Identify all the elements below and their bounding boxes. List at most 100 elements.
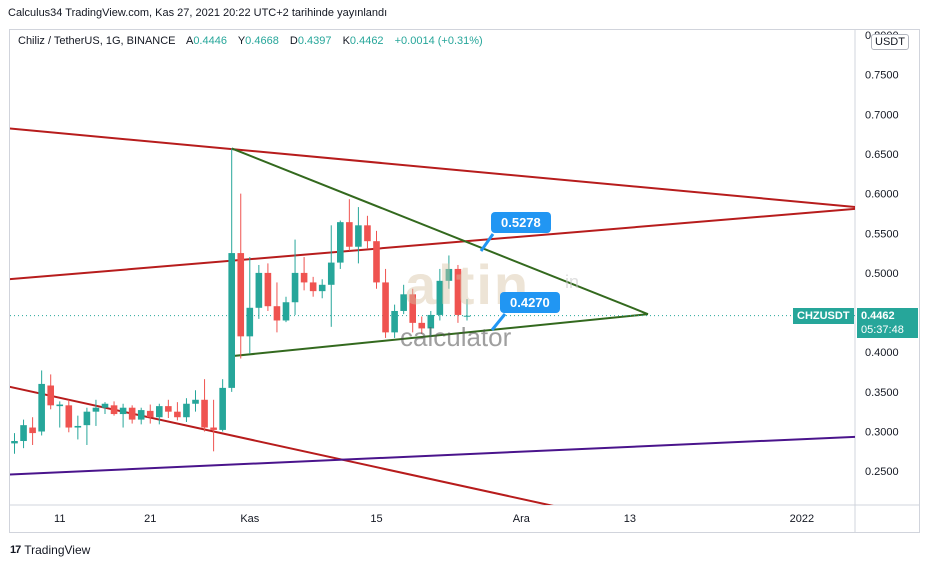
candle-body-down[interactable] xyxy=(29,427,36,434)
footer-brand-text: TradingView xyxy=(24,543,91,557)
candle-body-up[interactable] xyxy=(219,387,226,430)
candle-body-up[interactable] xyxy=(101,403,109,408)
candle-body-up[interactable] xyxy=(327,262,335,285)
y-tick-label: 0.4000 xyxy=(865,347,899,359)
trendline-lower-descending[interactable] xyxy=(0,372,558,507)
trendline-triangle-lower[interactable] xyxy=(231,313,649,358)
callout-lower-price[interactable]: 0.4270 xyxy=(500,292,560,313)
y-tick-label: 0.5500 xyxy=(865,228,899,240)
candle-body-up[interactable] xyxy=(183,403,190,418)
candle-body-down[interactable] xyxy=(237,253,245,337)
candle-body-down[interactable] xyxy=(382,282,389,333)
candle-body-up[interactable] xyxy=(291,272,299,303)
callout-upper-price[interactable]: 0.5278 xyxy=(491,212,551,233)
candle-body-down[interactable] xyxy=(128,407,136,420)
trendline-long-support[interactable] xyxy=(0,430,933,478)
trendline-channel-support[interactable] xyxy=(0,196,933,285)
y-tick-label: 0.7000 xyxy=(865,109,899,121)
candle-body-down[interactable] xyxy=(454,268,462,315)
y-tick-label: 0.3000 xyxy=(865,427,899,439)
x-tick-label: 11 xyxy=(54,513,65,525)
candle-body-up[interactable] xyxy=(38,383,45,432)
candle-body-up[interactable] xyxy=(56,404,64,407)
high-value: 0.4668 xyxy=(245,35,279,47)
y-tick-label: 0.3500 xyxy=(865,387,899,399)
candle-body-up[interactable] xyxy=(246,307,254,337)
candle-body-up[interactable] xyxy=(463,315,471,317)
y-tick-label: 0.7500 xyxy=(865,70,899,82)
candle-body-up[interactable] xyxy=(11,441,18,444)
candle-body-down[interactable] xyxy=(346,222,353,247)
y-tick-label: 0.6000 xyxy=(865,189,899,201)
callout-upper-pointer xyxy=(479,233,495,252)
ohlc-legend: Chiliz / TetherUS, 1G, BINANCE A0.4446 Y… xyxy=(18,35,483,47)
candle-body-down[interactable] xyxy=(364,225,371,242)
x-tick-label: 2022 xyxy=(790,513,814,525)
open-label: A xyxy=(185,35,194,47)
y-tick-label: 0.5000 xyxy=(865,268,899,280)
close-label: K xyxy=(342,35,350,47)
x-tick-label: 21 xyxy=(144,513,156,525)
candle-body-down[interactable] xyxy=(174,411,181,418)
close-value: 0.4462 xyxy=(349,35,384,47)
x-tick-label: 13 xyxy=(624,513,636,525)
candle-body-up[interactable] xyxy=(355,225,362,247)
trendline-triangle-upper[interactable] xyxy=(231,147,649,316)
candle-body-up[interactable] xyxy=(119,407,127,415)
x-tick-label: Kas xyxy=(240,513,259,525)
candle-body-up[interactable] xyxy=(337,222,344,263)
candle-body-down[interactable] xyxy=(165,406,172,412)
currency-selector[interactable]: USDT xyxy=(871,34,909,50)
candle-body-up[interactable] xyxy=(137,410,145,420)
candle-body-down[interactable] xyxy=(309,282,317,292)
candle-body-down[interactable] xyxy=(273,306,281,321)
footer-brand[interactable]: 17 TradingView xyxy=(10,543,90,557)
high-label: Y xyxy=(237,35,246,47)
low-value: 0.4397 xyxy=(297,35,332,47)
trendline-resistance-upper[interactable] xyxy=(0,122,933,221)
candle-body-up[interactable] xyxy=(92,407,100,412)
candle-body-up[interactable] xyxy=(192,399,199,404)
candle-body-up[interactable] xyxy=(255,272,263,308)
last-price-tag: 0.4462 05:37:48 xyxy=(857,308,918,338)
y-tick-label: 0.6500 xyxy=(865,149,899,161)
candle-body-up[interactable] xyxy=(20,425,27,442)
open-value: 0.4446 xyxy=(193,35,227,47)
candle-body-down[interactable] xyxy=(409,294,416,323)
candle-body-down[interactable] xyxy=(110,405,118,415)
y-tick-label: 0.2500 xyxy=(865,466,899,478)
candle-body-up[interactable] xyxy=(318,284,326,292)
candle-body-down[interactable] xyxy=(418,322,426,329)
candle-body-down[interactable] xyxy=(65,405,73,428)
candle-body-up[interactable] xyxy=(436,280,444,315)
candle-body-down[interactable] xyxy=(201,399,208,428)
symbol-price-label: CHZUSDT xyxy=(793,308,854,324)
chart-frame xyxy=(9,29,920,533)
candle-body-up[interactable] xyxy=(427,314,435,329)
candle-body-down[interactable] xyxy=(264,272,272,307)
candle-body-down[interactable] xyxy=(47,385,54,406)
candle-body-up[interactable] xyxy=(228,253,235,388)
candle-body-up[interactable] xyxy=(83,411,91,426)
x-tick-label: 15 xyxy=(370,513,382,525)
candle-body-up[interactable] xyxy=(400,294,407,311)
candle-body-up[interactable] xyxy=(282,302,290,321)
callout-lower-pointer xyxy=(490,313,507,331)
publish-info: Calculus34 TradingView.com, Kas 27, 2021… xyxy=(8,7,388,19)
candle-body-up[interactable] xyxy=(156,406,163,418)
candle-body-up[interactable] xyxy=(445,268,453,281)
tradingview-logo-icon: 17 xyxy=(10,544,21,556)
last-price-value: 0.4462 xyxy=(861,310,895,322)
change-value: +0.0014 (+0.31%) xyxy=(394,35,483,47)
symbol-name[interactable]: Chiliz / TetherUS, 1G, BINANCE xyxy=(18,35,176,47)
candle-body-up[interactable] xyxy=(391,310,398,333)
x-tick-label: Ara xyxy=(513,513,531,525)
candle-body-up[interactable] xyxy=(74,425,82,428)
candle-body-down[interactable] xyxy=(373,241,380,283)
plot-area[interactable] xyxy=(0,122,933,507)
candle-body-down[interactable] xyxy=(146,410,154,418)
low-label: D xyxy=(289,35,298,47)
bar-countdown: 05:37:48 xyxy=(861,324,904,336)
candle-body-down[interactable] xyxy=(300,272,308,283)
candle-body-down[interactable] xyxy=(210,427,217,430)
